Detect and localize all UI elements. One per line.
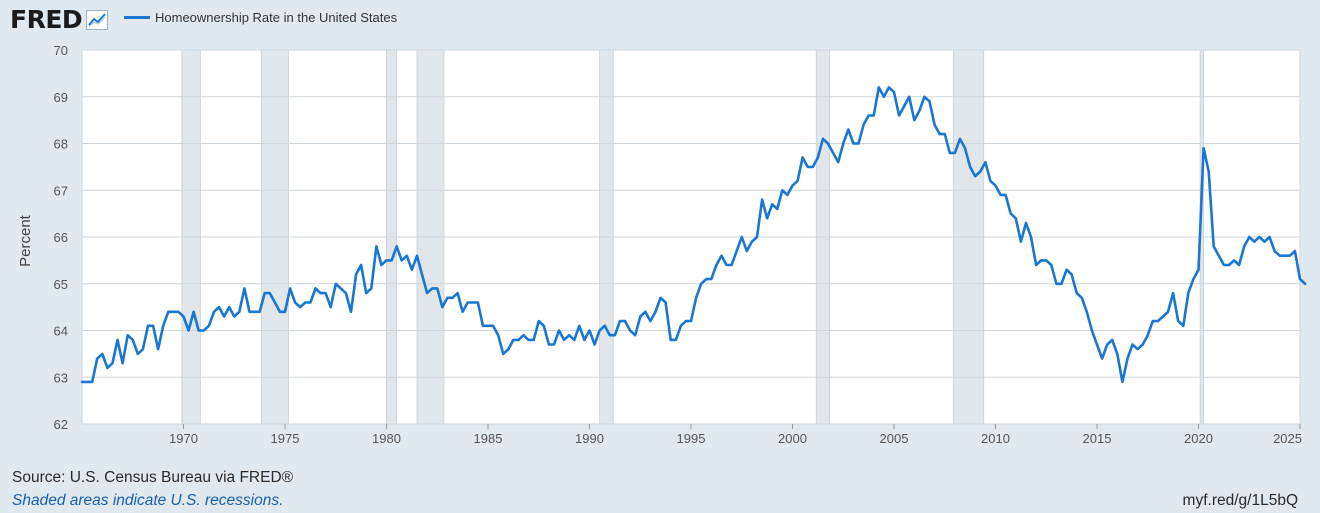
- x-tick-label: 1995: [677, 431, 706, 446]
- y-tick-label: 64: [54, 324, 68, 339]
- x-tick-label: 1980: [372, 431, 401, 446]
- x-tick-label: 2025: [1273, 431, 1302, 446]
- y-tick-label: 70: [54, 43, 68, 58]
- y-tick-label: 65: [54, 277, 68, 292]
- legend-swatch: [124, 16, 150, 19]
- fred-logo[interactable]: FRED: [10, 5, 83, 34]
- y-tick-label: 66: [54, 230, 68, 245]
- chart-header: FRED: [10, 5, 109, 34]
- x-tick-label: 2015: [1083, 431, 1112, 446]
- legend-label: Homeownership Rate in the United States: [155, 10, 398, 25]
- y-tick-label: 67: [54, 183, 68, 198]
- x-tick-label: 2010: [981, 431, 1010, 446]
- short-url-link[interactable]: myf.red/g/1L5bQ: [1182, 492, 1298, 509]
- x-tick-label: 2000: [778, 431, 807, 446]
- recession-note: Shaded areas indicate U.S. recessions.: [12, 492, 284, 509]
- chart-legend[interactable]: Homeownership Rate in the United States: [124, 10, 397, 25]
- x-tick-label: 1990: [575, 431, 604, 446]
- x-tick-label: 1975: [271, 431, 300, 446]
- y-tick-label: 63: [54, 370, 68, 385]
- series-line[interactable]: [80, 86, 1307, 384]
- y-axis-label: Percent: [17, 214, 34, 267]
- x-tick-label: 1985: [474, 431, 503, 446]
- trend-line-icon: [86, 10, 109, 30]
- x-tick-label: 1970: [169, 431, 198, 446]
- y-tick-label: 68: [54, 137, 68, 152]
- source-note: Source: U.S. Census Bureau via FRED®: [12, 469, 294, 486]
- y-tick-label: 69: [54, 90, 68, 105]
- y-tick-label: 62: [54, 417, 68, 432]
- x-tick-label: 2005: [880, 431, 909, 446]
- x-tick-label: 2020: [1184, 431, 1213, 446]
